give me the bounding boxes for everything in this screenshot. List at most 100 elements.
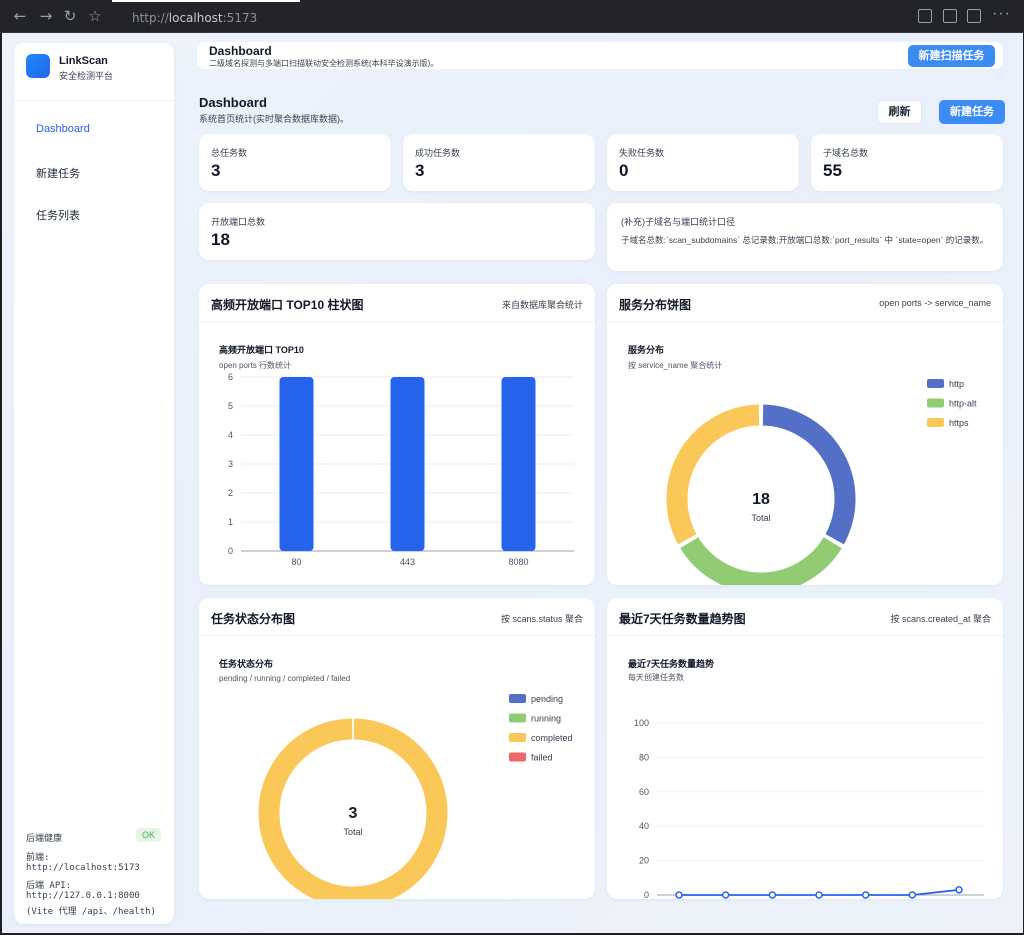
pie-slice [678,535,844,585]
app-logo [26,54,50,78]
page-title: Dashboard [199,95,267,110]
y-tick-label: 0 [644,890,649,899]
chart-subtitle: 每天创建任务数 [628,673,684,682]
brand: LinkScan 安全检测平台 [14,43,174,101]
status-donut-chart: 3 Total pending running completed failed [257,694,573,899]
stat-card-failed-tasks: 失败任务数 0 [607,134,799,191]
panel-header: 高频开放端口 TOP10 柱状图 来自数据库聚合统计 [199,284,595,322]
sidebar: LinkScan 安全检测平台 Dashboard 新建任务 任务列表 后端健康… [14,43,174,924]
stat-label: 开放端口总数 [211,217,266,227]
panel-source: open ports -> service_name [879,298,991,308]
sidebar-item-task-list[interactable]: 任务列表 [36,210,80,222]
bar [501,377,536,551]
center-label: Total [343,827,362,837]
stat-label: 失败任务数 [619,148,665,158]
legend-label: http-alt [949,399,977,409]
stat-value: 3 [415,161,425,180]
data-point [675,891,683,899]
sidebar-item-new-task[interactable]: 新建任务 [36,168,80,180]
trend-line-panel: 最近7天任务数量趋势图 按 scans.created_at 聚合 最近7天任务… [607,598,1003,899]
chart-subtitle: 按 service_name 聚合统计 [628,361,723,370]
stat-label: 总任务数 [211,148,248,158]
stat-value: 18 [211,230,230,249]
back-icon[interactable]: ← [13,7,27,25]
panel-source: 来自数据库聚合统计 [501,300,583,310]
frontend-url: http://localhost:5173 [26,863,140,873]
data-point [908,891,917,899]
screenshot-icon[interactable] [918,9,932,23]
top-header: Dashboard 二级域名探测与多端口扫描联动安全检测系统(本科毕设演示版)。… [197,42,1003,69]
address-bar[interactable]: http://localhost:5173 [112,0,300,33]
legend-label: running [531,714,561,724]
legend-swatch [509,733,526,742]
panel-source: 按 scans.status 聚合 [500,614,583,624]
bar-chart: 0 1 2 3 4 5 6 80 443 8080 [228,372,574,567]
data-point [815,891,823,899]
brand-subtitle: 安全检测平台 [59,71,114,81]
stat-value: 3 [211,161,221,180]
panel-title: 高频开放端口 TOP10 柱状图 [211,298,364,312]
bar [279,377,314,551]
proxy-note: (Vite 代理 /api、/health) [26,907,156,917]
terminal-icon[interactable] [943,9,957,23]
note-text: 子域名总数:`scan_subdomains` 总记录数;开放端口总数:`por… [621,235,989,245]
new-task-button[interactable]: 新建任务 [939,100,1005,124]
data-point [768,891,777,899]
chart-title: 最近7天任务数量趋势 [628,659,715,669]
forward-icon[interactable]: → [39,7,53,25]
reload-icon[interactable]: ↻ [63,7,77,25]
legend-label: https [949,418,969,428]
page-subtitle: 系统首页统计(实时聚合数据库数据)。 [199,114,349,124]
sidebar-toggle-icon[interactable] [967,9,981,23]
sidebar-item-dashboard[interactable]: Dashboard [36,123,90,135]
chart-subtitle: open ports 行数统计 [219,361,292,370]
chart-title: 任务状态分布 [219,659,274,669]
y-tick-label: 40 [639,821,649,831]
status-pie-panel: 任务状态分布图 按 scans.status 聚合 任务状态分布 pending… [199,598,595,899]
data-point [955,886,963,894]
service-donut-chart: 18 Total http http-alt https [665,379,977,585]
services-pie-panel: 服务分布饼图 open ports -> service_name 服务分布 按… [607,284,1003,585]
chart-title: 高频开放端口 TOP10 [219,345,304,355]
y-tick-label: 0 [228,546,233,556]
legend-swatch [927,379,944,388]
y-tick-label: 3 [228,459,233,469]
y-tick-label: 4 [228,430,233,440]
refresh-button[interactable]: 刷新 [877,100,922,124]
new-scan-button[interactable]: 新建扫描任务 [908,45,995,67]
app-viewport: LinkScan 安全检测平台 Dashboard 新建任务 任务列表 后端健康… [2,33,1023,933]
y-tick-label: 100 [634,718,649,728]
bookmark-star-icon[interactable]: ☆ [88,7,102,25]
panel-source: 按 scans.created_at 聚合 [890,614,991,624]
url-host: localhost [168,11,223,25]
panel-header: 任务状态分布图 按 scans.status 聚合 [199,598,595,636]
pie-slice [761,403,857,546]
stat-card-success-tasks: 成功任务数 3 [403,134,595,191]
pie-slice [665,403,761,546]
panel-title: 最近7天任务数量趋势图 [619,612,746,626]
y-tick-label: 20 [639,856,649,866]
health-label: 后端健康 [26,833,63,843]
center-label: Total [751,513,770,523]
chart-subtitle: pending / running / completed / failed [219,674,351,683]
panel-header: 服务分布饼图 open ports -> service_name [607,284,1003,322]
url-port: :5173 [222,11,258,25]
stat-label: 成功任务数 [415,148,461,158]
x-tick-label: 80 [291,557,301,567]
y-tick-label: 2 [228,488,233,498]
trend-line-chart: 0204060801000.01.02.03.04.05.06.0 [634,718,984,899]
center-value: 18 [752,491,770,508]
pie-slice [257,717,449,899]
header-title: Dashboard [209,44,272,58]
legend-label: http [949,379,964,389]
y-tick-label: 1 [228,517,233,527]
more-menu-icon[interactable]: ··· [992,5,1011,22]
legend-label: completed [531,733,573,743]
panel-title: 任务状态分布图 [211,612,296,626]
y-tick-label: 5 [228,401,233,411]
backend-url: http://127.0.0.1:8000 [26,891,140,901]
ports-bar-panel: 高频开放端口 TOP10 柱状图 来自数据库聚合统计 高频开放端口 TOP10 … [199,284,595,585]
legend-label: pending [531,694,563,704]
legend-swatch [509,752,526,762]
data-point [721,891,730,899]
